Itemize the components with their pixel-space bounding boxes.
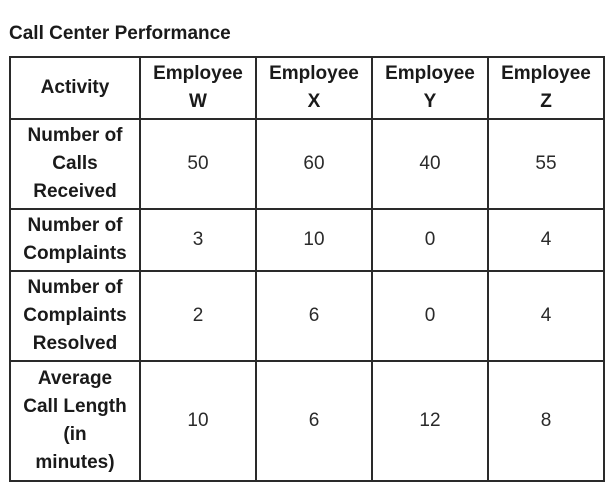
table-title: Call Center Performance bbox=[9, 23, 231, 44]
row-label-text: Number of Complaints Resolved bbox=[23, 277, 127, 354]
table-cell: 12 bbox=[371, 360, 489, 482]
table-cell: 2 bbox=[139, 270, 257, 362]
header-line1: Employee bbox=[501, 63, 591, 84]
employee-x-header: Employee X bbox=[255, 56, 373, 120]
table-cell: 10 bbox=[139, 360, 257, 482]
table-cell: 10 bbox=[255, 208, 373, 272]
table-cell: 55 bbox=[487, 118, 605, 210]
row-label-text: Number of Complaints bbox=[23, 215, 127, 264]
employee-z-header: Employee Z bbox=[487, 56, 605, 120]
employee-w-header: Employee W bbox=[139, 56, 257, 120]
header-line2: Z bbox=[540, 91, 552, 112]
table-cell: 0 bbox=[371, 208, 489, 272]
row-label-text: Average Call Length (in minutes) bbox=[23, 368, 127, 473]
table-cell: 4 bbox=[487, 270, 605, 362]
employee-y-header: Employee Y bbox=[371, 56, 489, 120]
table-cell: 6 bbox=[255, 270, 373, 362]
header-line2: W bbox=[189, 91, 207, 112]
table-cell: 3 bbox=[139, 208, 257, 272]
row-label: Number of Complaints bbox=[9, 208, 141, 272]
header-line2: Y bbox=[423, 91, 437, 112]
row-label-text: Number of Calls Received bbox=[27, 125, 123, 202]
header-row: Activity Employee W Employee X Employee … bbox=[9, 56, 605, 120]
row-label: Number of Calls Received bbox=[9, 118, 141, 210]
table-cell: 6 bbox=[255, 360, 373, 482]
table-row: Number of Calls Received 50 60 40 55 bbox=[9, 118, 605, 210]
header-line1: Employee bbox=[153, 63, 243, 84]
table-cell: 0 bbox=[371, 270, 489, 362]
table-cell: 60 bbox=[255, 118, 373, 210]
activity-header: Activity bbox=[9, 56, 141, 120]
table-cell: 50 bbox=[139, 118, 257, 210]
table-row: Number of Complaints 3 10 0 4 bbox=[9, 208, 605, 272]
table-row: Average Call Length (in minutes) 10 6 12… bbox=[9, 360, 605, 482]
header-line1: Employee bbox=[269, 63, 359, 84]
table-cell: 40 bbox=[371, 118, 489, 210]
table-cell: 4 bbox=[487, 208, 605, 272]
header-line1: Employee bbox=[385, 63, 475, 84]
table-row: Number of Complaints Resolved 2 6 0 4 bbox=[9, 270, 605, 362]
row-label: Average Call Length (in minutes) bbox=[9, 360, 141, 482]
header-line2: X bbox=[307, 91, 321, 112]
table-cell: 8 bbox=[487, 360, 605, 482]
performance-table: Activity Employee W Employee X Employee … bbox=[9, 56, 605, 482]
row-label: Number of Complaints Resolved bbox=[9, 270, 141, 362]
